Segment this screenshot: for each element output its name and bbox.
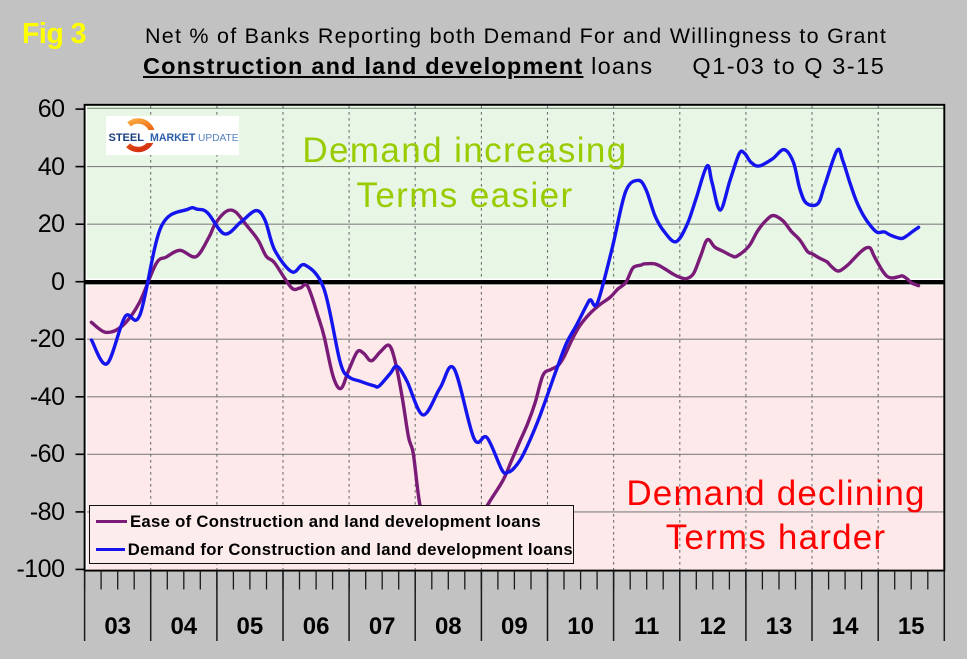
svg-text:STEEL: STEEL	[109, 132, 145, 144]
svg-text:MARKET: MARKET	[150, 132, 196, 144]
svg-text:UPDATE: UPDATE	[198, 133, 239, 144]
